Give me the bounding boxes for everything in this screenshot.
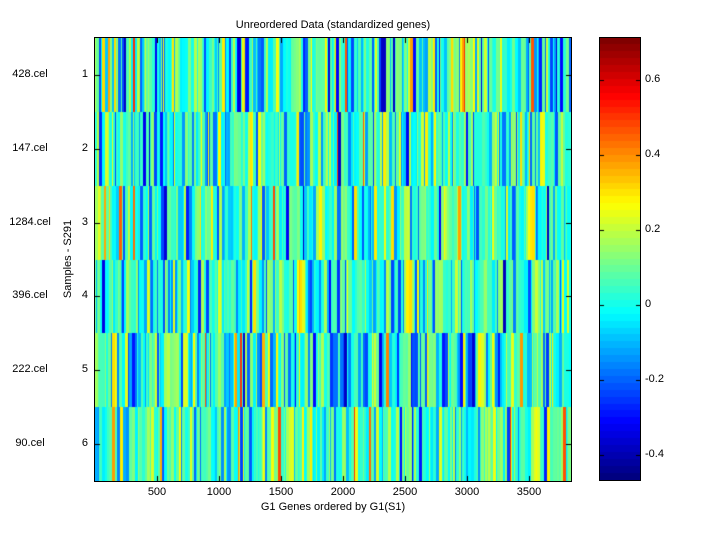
y-tick-label-6: 6 — [81, 437, 88, 449]
x-tick-label-1000: 1000 — [206, 486, 232, 498]
y-tick-label-1: 1 — [81, 68, 88, 80]
heatmap-plot-area — [94, 37, 572, 482]
colorbar-tick-label-1: 0.6 — [645, 73, 661, 85]
x-axis-label: G1 Genes ordered by G1(S1) — [260, 501, 406, 513]
y-axis-label: Samples - S291 — [62, 219, 74, 299]
row-label-90-cel: 90.cel — [15, 437, 45, 449]
y-tick-label-4: 4 — [81, 289, 88, 301]
x-tick-label-1500: 1500 — [268, 486, 294, 498]
x-tick-label-3500: 3500 — [516, 486, 542, 498]
row-label-222-cel: 222.cel — [12, 363, 48, 375]
chart-title: Unreordered Data (standardized genes) — [235, 19, 431, 31]
colorbar-tick-label-4: 0 — [645, 298, 652, 310]
colorbar-tick-label-6: -0.4 — [645, 448, 664, 460]
colorbar-tick-label-3: 0.2 — [645, 223, 661, 235]
x-tick-label-3000: 3000 — [454, 486, 480, 498]
heatmap-canvas — [95, 38, 571, 481]
colorbar-tick-label-5: -0.2 — [645, 373, 664, 385]
colorbar-tick-label-2: 0.4 — [645, 148, 661, 160]
row-label-1284-cel: 1284.cel — [9, 216, 51, 228]
row-label-147-cel: 147.cel — [12, 142, 48, 154]
colorbar-canvas — [600, 38, 640, 480]
x-tick-label-2000: 2000 — [330, 486, 356, 498]
y-tick-label-5: 5 — [81, 363, 88, 375]
row-label-428-cel: 428.cel — [12, 68, 48, 80]
y-tick-label-2: 2 — [81, 142, 88, 154]
y-tick-label-3: 3 — [81, 216, 88, 228]
x-tick-label-2500: 2500 — [392, 486, 418, 498]
row-label-396-cel: 396.cel — [12, 289, 48, 301]
colorbar — [599, 37, 641, 481]
x-tick-label-500: 500 — [147, 486, 167, 498]
